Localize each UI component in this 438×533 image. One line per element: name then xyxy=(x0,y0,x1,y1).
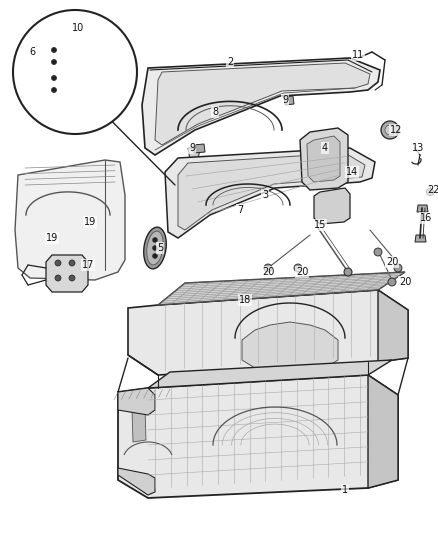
Polygon shape xyxy=(158,272,405,305)
Polygon shape xyxy=(128,290,408,375)
Polygon shape xyxy=(417,205,428,212)
Circle shape xyxy=(385,125,395,135)
Text: 5: 5 xyxy=(157,243,163,253)
Text: 17: 17 xyxy=(82,260,94,270)
Circle shape xyxy=(388,278,396,286)
Polygon shape xyxy=(300,128,348,190)
Polygon shape xyxy=(46,255,88,292)
Circle shape xyxy=(294,264,302,272)
Polygon shape xyxy=(314,188,350,224)
Circle shape xyxy=(52,76,57,80)
Text: 1: 1 xyxy=(342,485,348,495)
Circle shape xyxy=(69,260,75,266)
Circle shape xyxy=(13,10,137,134)
Polygon shape xyxy=(193,144,205,153)
Polygon shape xyxy=(48,38,60,105)
Text: 9: 9 xyxy=(282,95,288,105)
Circle shape xyxy=(264,264,272,272)
Polygon shape xyxy=(148,360,392,388)
Text: 13: 13 xyxy=(412,143,424,153)
Text: 3: 3 xyxy=(262,190,268,200)
Polygon shape xyxy=(118,388,155,415)
Circle shape xyxy=(69,275,75,281)
Text: 4: 4 xyxy=(322,143,328,153)
Circle shape xyxy=(52,47,57,52)
Polygon shape xyxy=(378,290,408,362)
Circle shape xyxy=(381,121,399,139)
Circle shape xyxy=(427,189,434,196)
Polygon shape xyxy=(307,136,340,182)
Text: 8: 8 xyxy=(212,107,218,117)
Circle shape xyxy=(55,260,61,266)
Text: 12: 12 xyxy=(390,125,402,135)
Polygon shape xyxy=(165,148,375,238)
Circle shape xyxy=(52,60,57,64)
Text: 20: 20 xyxy=(262,267,274,277)
Polygon shape xyxy=(155,63,370,145)
Text: 15: 15 xyxy=(314,220,326,230)
Text: 14: 14 xyxy=(346,167,358,177)
Polygon shape xyxy=(15,160,125,280)
Text: 10: 10 xyxy=(72,23,84,33)
Text: 16: 16 xyxy=(420,213,432,223)
Text: 19: 19 xyxy=(84,217,96,227)
Text: 7: 7 xyxy=(237,205,243,215)
Text: 6: 6 xyxy=(29,47,35,57)
Text: 20: 20 xyxy=(399,277,411,287)
Circle shape xyxy=(152,238,158,243)
Polygon shape xyxy=(242,322,338,372)
Text: 22: 22 xyxy=(427,185,438,195)
Polygon shape xyxy=(142,58,380,155)
Polygon shape xyxy=(188,148,200,160)
Text: 19: 19 xyxy=(46,233,58,243)
Polygon shape xyxy=(132,408,146,442)
Text: 20: 20 xyxy=(296,267,308,277)
Polygon shape xyxy=(118,375,398,498)
Circle shape xyxy=(55,275,61,281)
Ellipse shape xyxy=(147,231,163,265)
Polygon shape xyxy=(118,468,155,495)
Circle shape xyxy=(374,248,382,256)
Polygon shape xyxy=(415,235,426,242)
Text: 18: 18 xyxy=(239,295,251,305)
Circle shape xyxy=(394,264,402,272)
Circle shape xyxy=(152,254,158,259)
Text: 9: 9 xyxy=(189,143,195,153)
Circle shape xyxy=(52,87,57,93)
Circle shape xyxy=(152,246,158,251)
Text: 11: 11 xyxy=(352,50,364,60)
Circle shape xyxy=(344,268,352,276)
Text: 2: 2 xyxy=(227,57,233,67)
Ellipse shape xyxy=(144,227,166,269)
Polygon shape xyxy=(368,375,398,488)
Text: 20: 20 xyxy=(386,257,398,267)
Polygon shape xyxy=(284,96,294,105)
Polygon shape xyxy=(178,153,365,230)
